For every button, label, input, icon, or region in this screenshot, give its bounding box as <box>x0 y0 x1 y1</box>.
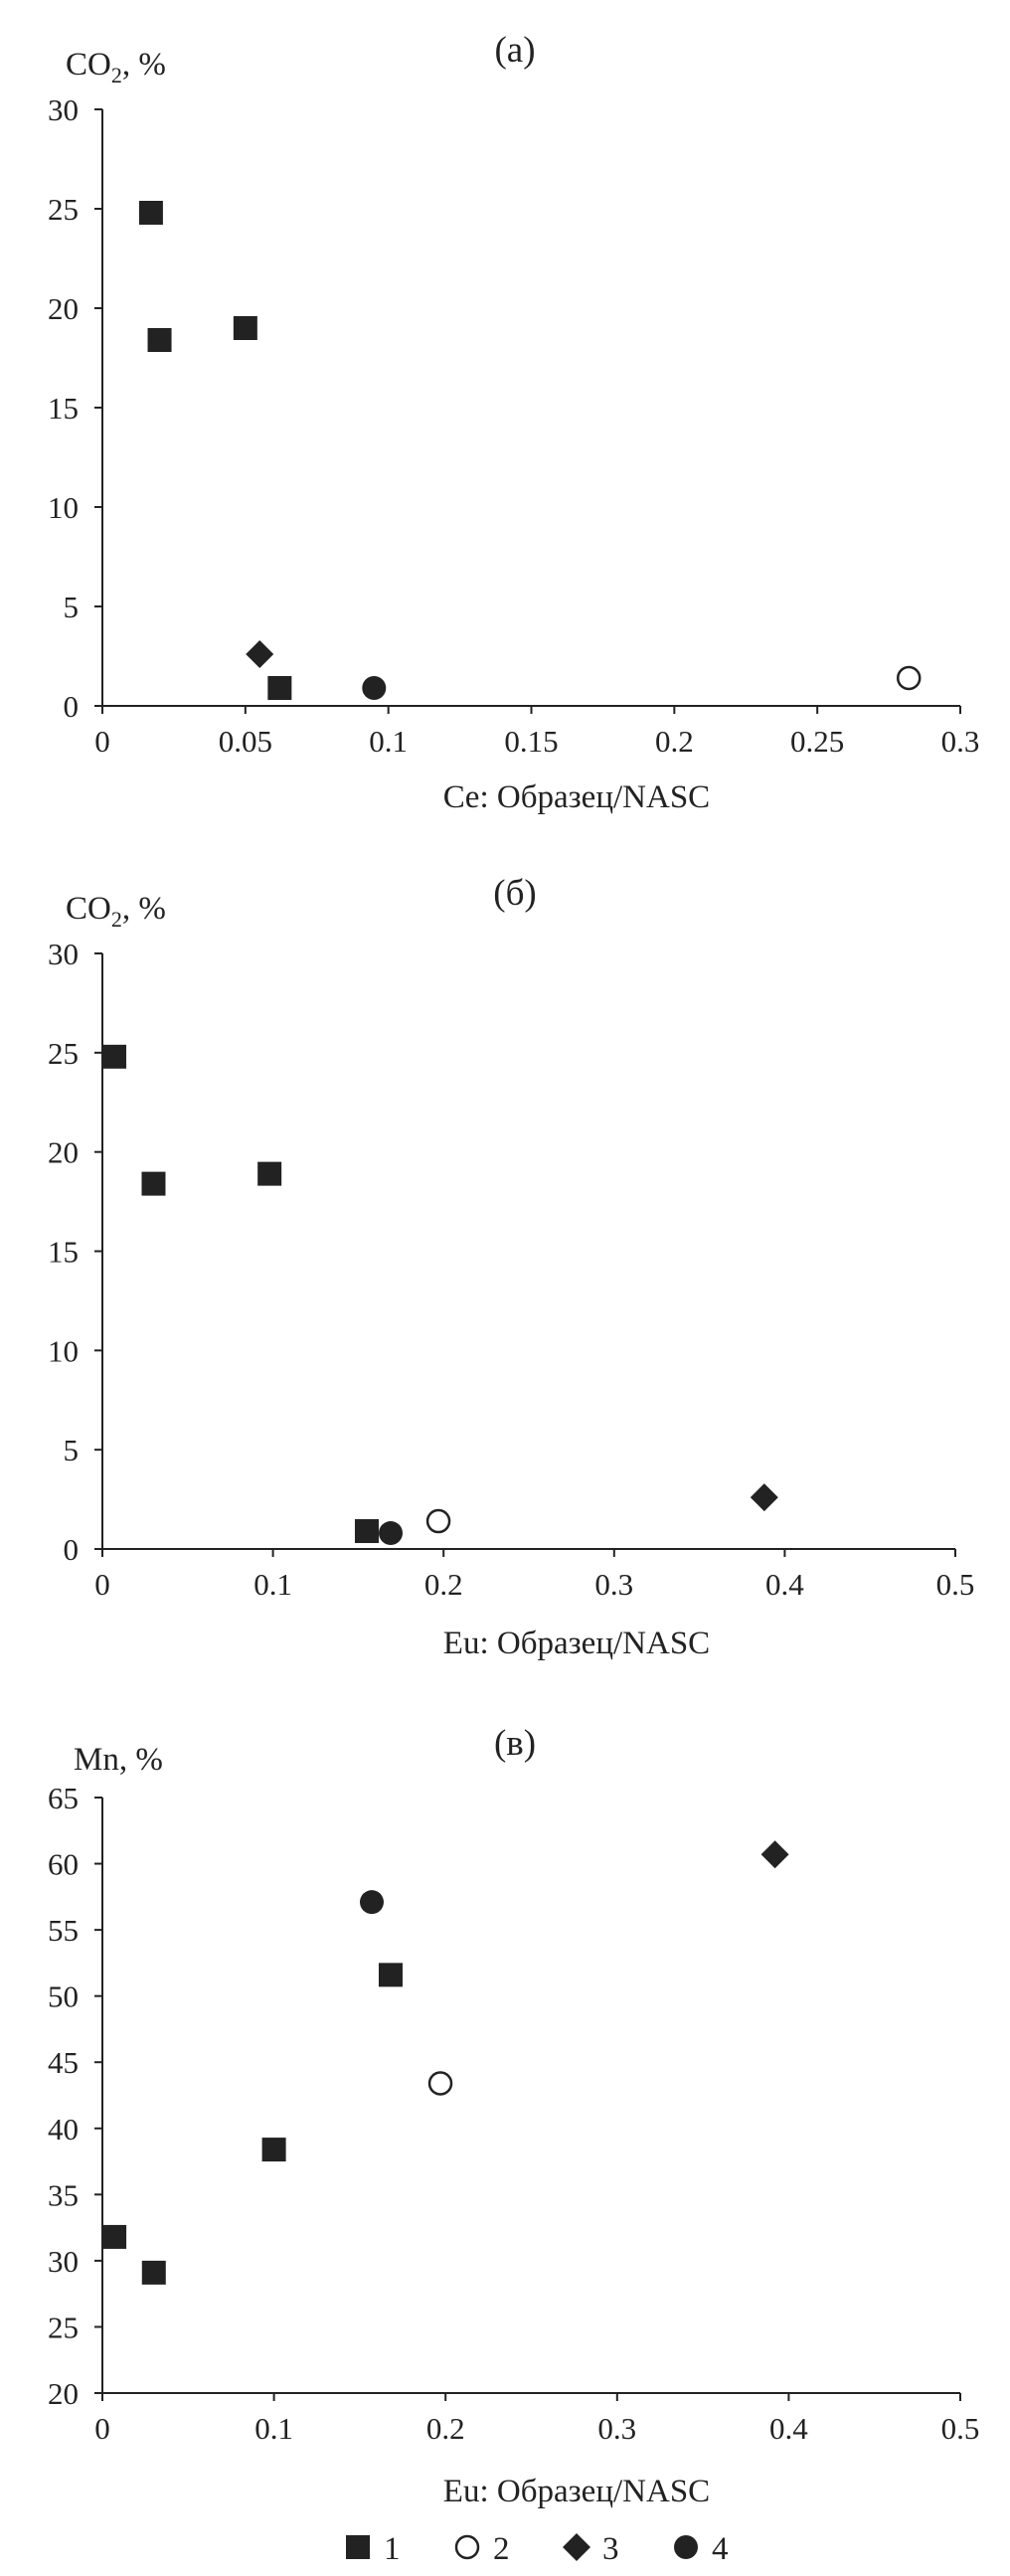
legend-label-4: 4 <box>712 2531 729 2567</box>
y-tick-label: 20 <box>48 2376 79 2411</box>
x-tick-label: 0.2 <box>424 1567 463 1602</box>
x-tick-label: 0.1 <box>253 1567 292 1602</box>
y-tick-label: 0 <box>64 1532 80 1567</box>
data-point <box>261 2138 286 2162</box>
data-point <box>102 2224 127 2249</box>
x-tick-label: 0.5 <box>941 2411 980 2446</box>
y-tick-label: 45 <box>48 2045 79 2080</box>
y-tick-label: 10 <box>48 490 79 525</box>
y-tick-label: 15 <box>48 1235 79 1270</box>
data-point <box>760 1840 789 1869</box>
y-tick-label: 30 <box>48 2244 79 2279</box>
y-axis-label-main: CO <box>66 47 111 83</box>
data-point <box>359 1890 384 1915</box>
data-point <box>378 1963 403 1987</box>
x-axis-label: Eu: Образец/NASC <box>443 1626 710 1661</box>
x-tick-label: 0.05 <box>219 724 272 759</box>
legend-marker-1 <box>346 2535 370 2559</box>
legend: 1 2 3 4 <box>346 2531 729 2567</box>
x-tick-label: 0.5 <box>936 1567 975 1602</box>
data-point <box>362 676 387 700</box>
legend-label-3: 3 <box>602 2531 619 2567</box>
y-tick-label: 35 <box>48 2177 79 2212</box>
y-axis-label-sub: 2 <box>111 63 122 87</box>
data-point <box>750 1483 778 1512</box>
x-tick-label: 0.3 <box>941 724 980 759</box>
panel-label: (в) <box>494 1723 536 1764</box>
y-tick-label: 50 <box>48 1979 79 2014</box>
legend-marker-3 <box>563 2533 590 2561</box>
x-tick-label: 0.25 <box>790 724 844 759</box>
legend-marker-2 <box>454 2534 480 2560</box>
data-point <box>233 316 257 340</box>
data-point <box>141 1171 166 1196</box>
y-axis-label: CO2, % <box>66 47 166 87</box>
y-axis-label: Mn, % <box>74 1742 163 1778</box>
x-tick-label: 0.2 <box>426 2411 465 2446</box>
data-point <box>257 1161 282 1186</box>
x-tick-label: 0.1 <box>369 724 408 759</box>
x-tick-label: 0 <box>94 1567 110 1602</box>
x-tick-label: 0.15 <box>504 724 558 759</box>
y-tick-label: 20 <box>48 291 79 326</box>
y-axis-label: CO2, % <box>66 891 166 932</box>
y-tick-label: 5 <box>64 1433 80 1467</box>
y-tick-label: 20 <box>48 1135 79 1170</box>
panel-a: (а) CO2, % Ce: Образец/NASC 0 0.05 0.1 0.15… <box>48 30 979 815</box>
y-tick-label: 25 <box>48 192 79 227</box>
y-axis-label-suffix: , % <box>122 891 166 927</box>
y-axis-label-main: Mn, % <box>74 1742 163 1778</box>
legend-label-2: 2 <box>493 2531 510 2567</box>
legend-marker-4 <box>674 2535 698 2559</box>
y-tick-label: 40 <box>48 2112 79 2147</box>
y-tick-label: 30 <box>48 92 79 127</box>
x-tick-label: 0.3 <box>594 1567 633 1602</box>
data-point <box>379 1521 404 1546</box>
panel-label: (б) <box>493 873 536 914</box>
y-tick-label: 25 <box>48 2310 79 2344</box>
x-axis-label: Ce: Образец/NASC <box>443 779 710 815</box>
x-tick-label: 0.4 <box>765 1567 804 1602</box>
y-tick-label: 10 <box>48 1333 79 1368</box>
x-tick-label: 0 <box>94 2411 110 2446</box>
panel-c: (в) Mn, % Eu: Образец/NASC 0 0.1 0.2 0.3 0.4… <box>48 1723 979 2509</box>
y-tick-label: 55 <box>48 1913 79 1948</box>
y-tick-label: 15 <box>48 391 79 426</box>
y-axis-label-suffix: , % <box>122 47 166 83</box>
x-tick-label: 0.3 <box>597 2411 636 2446</box>
data-point <box>246 640 274 668</box>
data-point <box>425 1508 451 1534</box>
data-point <box>138 201 163 225</box>
data-point <box>267 676 292 700</box>
data-point <box>354 1519 379 1544</box>
data-point <box>896 665 922 691</box>
y-tick-label: 25 <box>48 1036 79 1071</box>
data-point <box>141 2260 166 2285</box>
y-axis-label-sub: 2 <box>111 907 122 932</box>
x-axis-label: Eu: Образец/NASC <box>443 2474 710 2509</box>
x-tick-label: 0.1 <box>254 2411 293 2446</box>
x-tick-label: 0.2 <box>655 724 694 759</box>
y-tick-label: 60 <box>48 1847 79 1882</box>
y-tick-label: 30 <box>48 937 79 971</box>
y-tick-label: 0 <box>64 689 80 724</box>
panel-b: (б) CO2, % Eu: Образец/NASC 0 0.1 0.2 0.3 0.… <box>48 873 974 1661</box>
panel-label: (а) <box>494 30 535 71</box>
data-point <box>102 1044 127 1069</box>
y-tick-label: 5 <box>64 590 80 624</box>
y-tick-label: 65 <box>48 1781 79 1815</box>
legend-label-1: 1 <box>384 2531 401 2567</box>
y-axis-label-main: CO <box>66 891 111 927</box>
x-tick-label: 0 <box>94 724 110 759</box>
data-point <box>427 2071 453 2096</box>
data-point <box>147 328 172 352</box>
x-tick-label: 0.4 <box>769 2411 808 2446</box>
